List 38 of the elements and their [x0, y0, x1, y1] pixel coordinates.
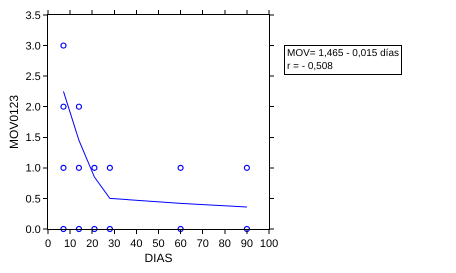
text: MOV= 1,465 - 0,015 días r = - 0,508 [287, 48, 400, 72]
point [106, 164, 113, 171]
x-tick-label: 80 [218, 238, 231, 250]
y-tick-label: 2.0 [26, 102, 41, 114]
y-tick-label: 1.5 [26, 132, 41, 144]
x-tick-label: 30 [108, 238, 120, 250]
point [60, 226, 67, 232]
point [178, 226, 184, 232]
point [91, 226, 98, 232]
point [244, 164, 250, 171]
y-axis-title: MOV0123 [6, 94, 21, 150]
y-tick-label: 3.0 [26, 40, 41, 52]
point [106, 226, 113, 232]
point [76, 226, 82, 232]
y-tick-label: 1.0 [26, 162, 41, 175]
y-tick-label: 0.0 [26, 224, 41, 236]
line-series [62, 90, 248, 208]
x-tick-label: 20 [86, 238, 98, 250]
point [76, 104, 82, 110]
x-tick-label: 10 [64, 238, 76, 250]
x-tick-label: 90 [240, 238, 254, 250]
point [60, 104, 67, 110]
x-tick-label: 50 [152, 238, 165, 250]
point [91, 164, 98, 171]
y-tick-label: 2.5 [26, 70, 41, 83]
point [60, 164, 67, 171]
y-tick-label: 3.5 [26, 10, 41, 22]
point [244, 226, 250, 232]
x-tick-label: 100 [260, 238, 278, 250]
x-axis-title: DIAS [144, 251, 173, 266]
y-tick-label: 0.5 [26, 193, 41, 206]
x-tick-label: 70 [196, 238, 209, 250]
x-tick-label: 0 [44, 238, 52, 250]
x-tick-label: 40 [130, 238, 143, 250]
point [76, 164, 82, 171]
point [178, 164, 184, 171]
x-tick-label: 60 [174, 238, 187, 250]
point [60, 42, 67, 49]
